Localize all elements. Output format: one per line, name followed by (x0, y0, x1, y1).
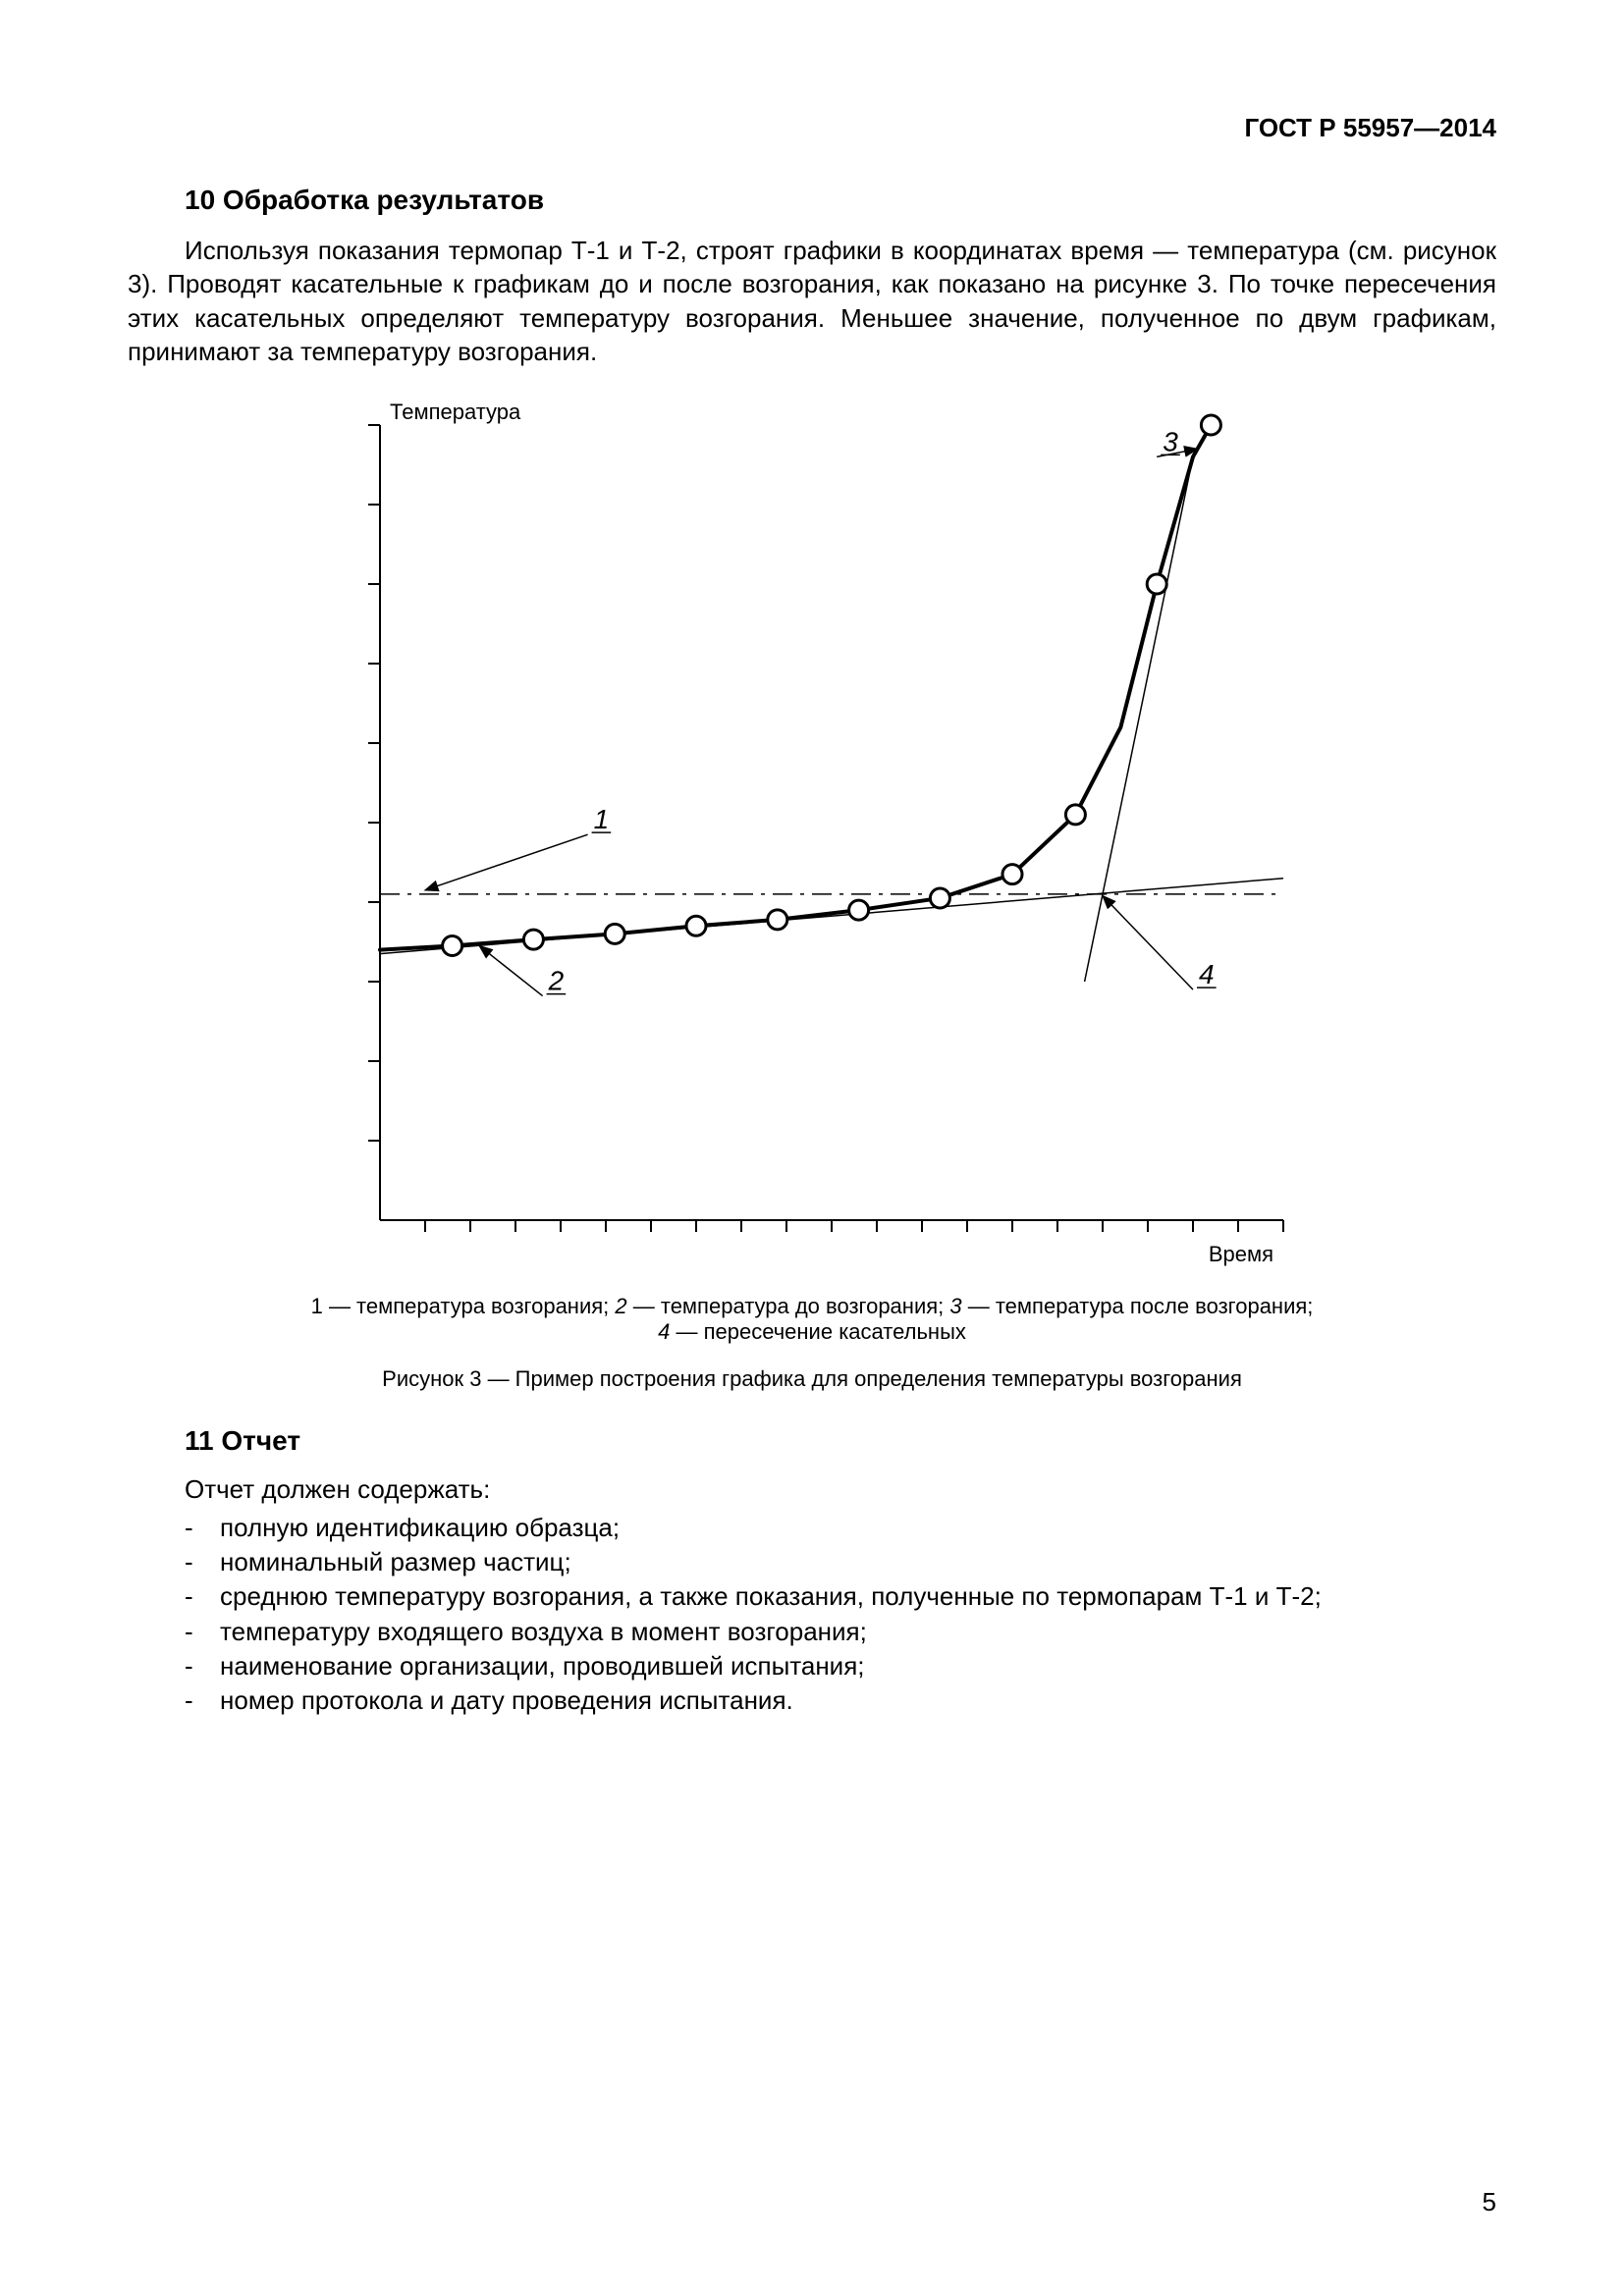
page: ГОСТ Р 55957—2014 10 Обработка результат… (0, 0, 1624, 2296)
report-intro: Отчет должен содержать: (128, 1474, 1496, 1505)
report-item: номинальный размер частиц; (185, 1545, 1496, 1579)
temperature-time-chart: Температура Время 1 2 3 4 (311, 396, 1313, 1279)
report-item: наименование организации, проводившей ис… (185, 1649, 1496, 1683)
section-10-heading: 10 Обработка результатов (185, 185, 1496, 216)
chart-annotation-label: 4 (1199, 959, 1215, 989)
report-item: температуру входящего воздуха в момент в… (185, 1615, 1496, 1649)
legend-line-2: 4 — пересечение касательных (658, 1319, 966, 1344)
chart-annotation-label: 3 (1163, 427, 1178, 457)
legend-line-1: 1 — температура возгорания; 2 — температ… (311, 1294, 1314, 1318)
report-item: среднюю температуру возгорания, а также … (185, 1579, 1496, 1614)
section-10-paragraph: Используя показания термопар Т-1 и Т-2, … (128, 234, 1496, 368)
chart-annotation-label: 1 (594, 804, 610, 834)
page-number: 5 (1483, 2187, 1496, 2217)
report-list: полную идентификацию образца;номинальный… (128, 1511, 1496, 1718)
figure-caption: Рисунок 3 — Пример построения графика дл… (128, 1366, 1496, 1392)
report-item: полную идентификацию образца; (185, 1511, 1496, 1545)
report-item: номер протокола и дату проведения испыта… (185, 1683, 1496, 1718)
section-11-heading: 11 Отчет (185, 1425, 1496, 1457)
figure-legend: 1 — температура возгорания; 2 — температ… (128, 1294, 1496, 1345)
chart-container: Температура Время 1 2 3 4 (128, 396, 1496, 1284)
y-axis-label: Температура (390, 400, 521, 424)
chart-annotation-label: 2 (548, 966, 565, 996)
x-axis-label: Время (1209, 1242, 1273, 1266)
document-id: ГОСТ Р 55957—2014 (128, 113, 1496, 143)
